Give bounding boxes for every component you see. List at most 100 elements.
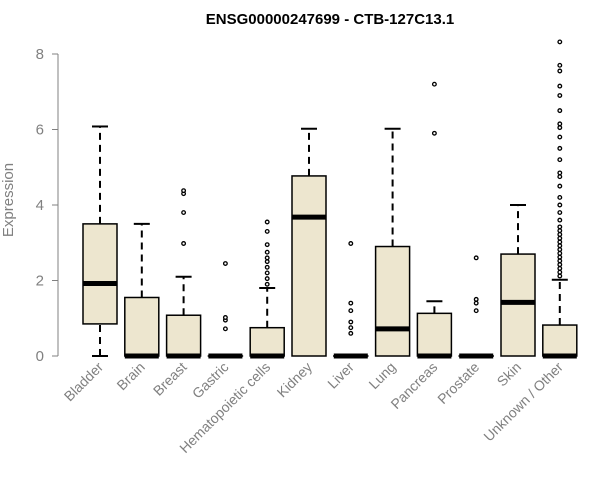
outlier-point [557,262,563,268]
outlier-point [557,145,563,151]
outlier-point [222,261,228,266]
outlier-point [181,241,187,246]
outlier-point [181,210,187,215]
outlier-point [557,39,563,45]
box-rect [249,326,285,357]
outlier-point [557,174,563,180]
box-gastric [207,261,244,359]
outlier-point [348,319,354,325]
outlier-point [348,330,354,336]
outlier-point [557,183,563,189]
x-tick-label: Lung [365,359,398,392]
box-rect [291,175,327,357]
box-group [82,39,578,359]
y-tick-label: 0 [36,348,44,365]
outlier-point [557,157,563,163]
outlier-point [264,264,270,270]
outlier-point [557,224,563,230]
outlier-point [557,258,563,264]
box-rect [165,314,202,357]
y-axis: 0 2 4 6 8 [36,46,59,365]
x-tick-label: Bladder [61,359,107,405]
outlier-point [557,125,563,131]
outlier-point [431,130,437,136]
outlier-point [264,276,270,282]
outlier-point [264,281,270,287]
outlier-point [557,108,563,114]
outlier-point [557,239,563,245]
box-bladder [82,125,118,357]
outlier-point [264,249,270,255]
y-tick-label: 6 [36,122,44,139]
outlier-point [557,121,563,127]
box-liver [333,241,369,359]
outlier-point [181,188,187,194]
box-kidney [291,127,327,357]
outlier-point [264,270,270,276]
outlier-point [473,296,479,302]
box-unknown-other [542,39,578,359]
x-tick-label: Kidney [274,359,316,401]
outlier-point [264,255,270,261]
outlier-point [557,134,563,140]
box-pancreas [416,81,453,359]
box-skin [500,204,536,357]
outlier-point [557,217,563,223]
outlier-point [557,265,563,271]
outlier-point [557,231,563,237]
outlier-point [557,210,563,215]
y-tick-label: 4 [36,197,44,214]
box-breast [165,188,202,359]
outlier-point [557,269,563,275]
outlier-point [473,300,479,306]
outlier-point [557,194,563,200]
box-rect [416,312,453,357]
outlier-point [557,202,563,208]
outlier-point [348,308,354,314]
outlier-point [264,228,270,234]
y-axis-label: Expression [0,163,17,237]
outlier-point [264,242,270,248]
box-rect [500,253,536,357]
outlier-point [348,241,354,246]
x-tick-label: Prostate [434,359,482,407]
x-tick-label: Unknown / Other [480,359,566,445]
x-tick-label: Brain [113,359,147,393]
outlier-point [557,68,563,74]
box-rect [82,223,118,325]
box-hematopoietic-cells [249,219,285,359]
outlier-point [431,81,437,87]
outlier-point [222,326,228,332]
x-tick-label: Liver [324,359,357,392]
box-rect [374,245,411,357]
box-prostate [458,255,494,359]
outlier-point [557,250,563,256]
y-tick-label: 2 [36,273,44,290]
box-rect [542,324,578,357]
outlier-point [557,83,563,89]
outlier-point [264,219,270,225]
outlier-point [557,170,563,176]
box-rect [124,296,160,357]
chart-title: ENSG00000247699 - CTB-127C13.1 [206,11,454,28]
outlier-point [557,247,563,252]
outlier-point [557,254,563,260]
box-lung [374,127,411,357]
x-tick-label: Breast [150,359,190,399]
outlier-point [557,235,563,241]
box-brain [124,222,160,359]
outlier-point [222,315,228,320]
outlier-point [348,325,354,331]
outlier-point [348,300,354,306]
outlier-point [557,93,563,98]
outlier-point [557,228,563,234]
y-tick-label: 8 [36,46,44,63]
x-tick-label: Skin [494,359,525,390]
outlier-point [264,259,270,265]
outlier-point [557,273,563,279]
outlier-point [557,62,563,68]
outlier-point [473,255,479,261]
outlier-point [557,243,563,249]
